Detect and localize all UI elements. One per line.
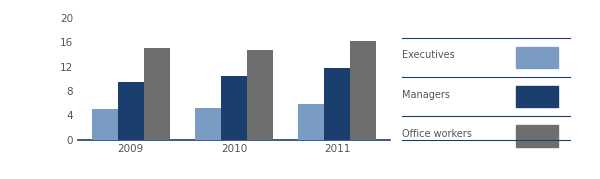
Bar — [298, 104, 324, 140]
Text: Managers: Managers — [402, 90, 450, 100]
Bar — [350, 41, 376, 140]
Bar — [118, 82, 144, 140]
Bar — [221, 76, 247, 140]
Bar — [92, 109, 118, 140]
Bar — [196, 108, 221, 140]
Text: Office workers: Office workers — [402, 129, 472, 139]
Bar — [324, 68, 350, 140]
Bar — [247, 50, 272, 140]
Bar — [144, 48, 170, 140]
Text: Executives: Executives — [402, 50, 455, 60]
